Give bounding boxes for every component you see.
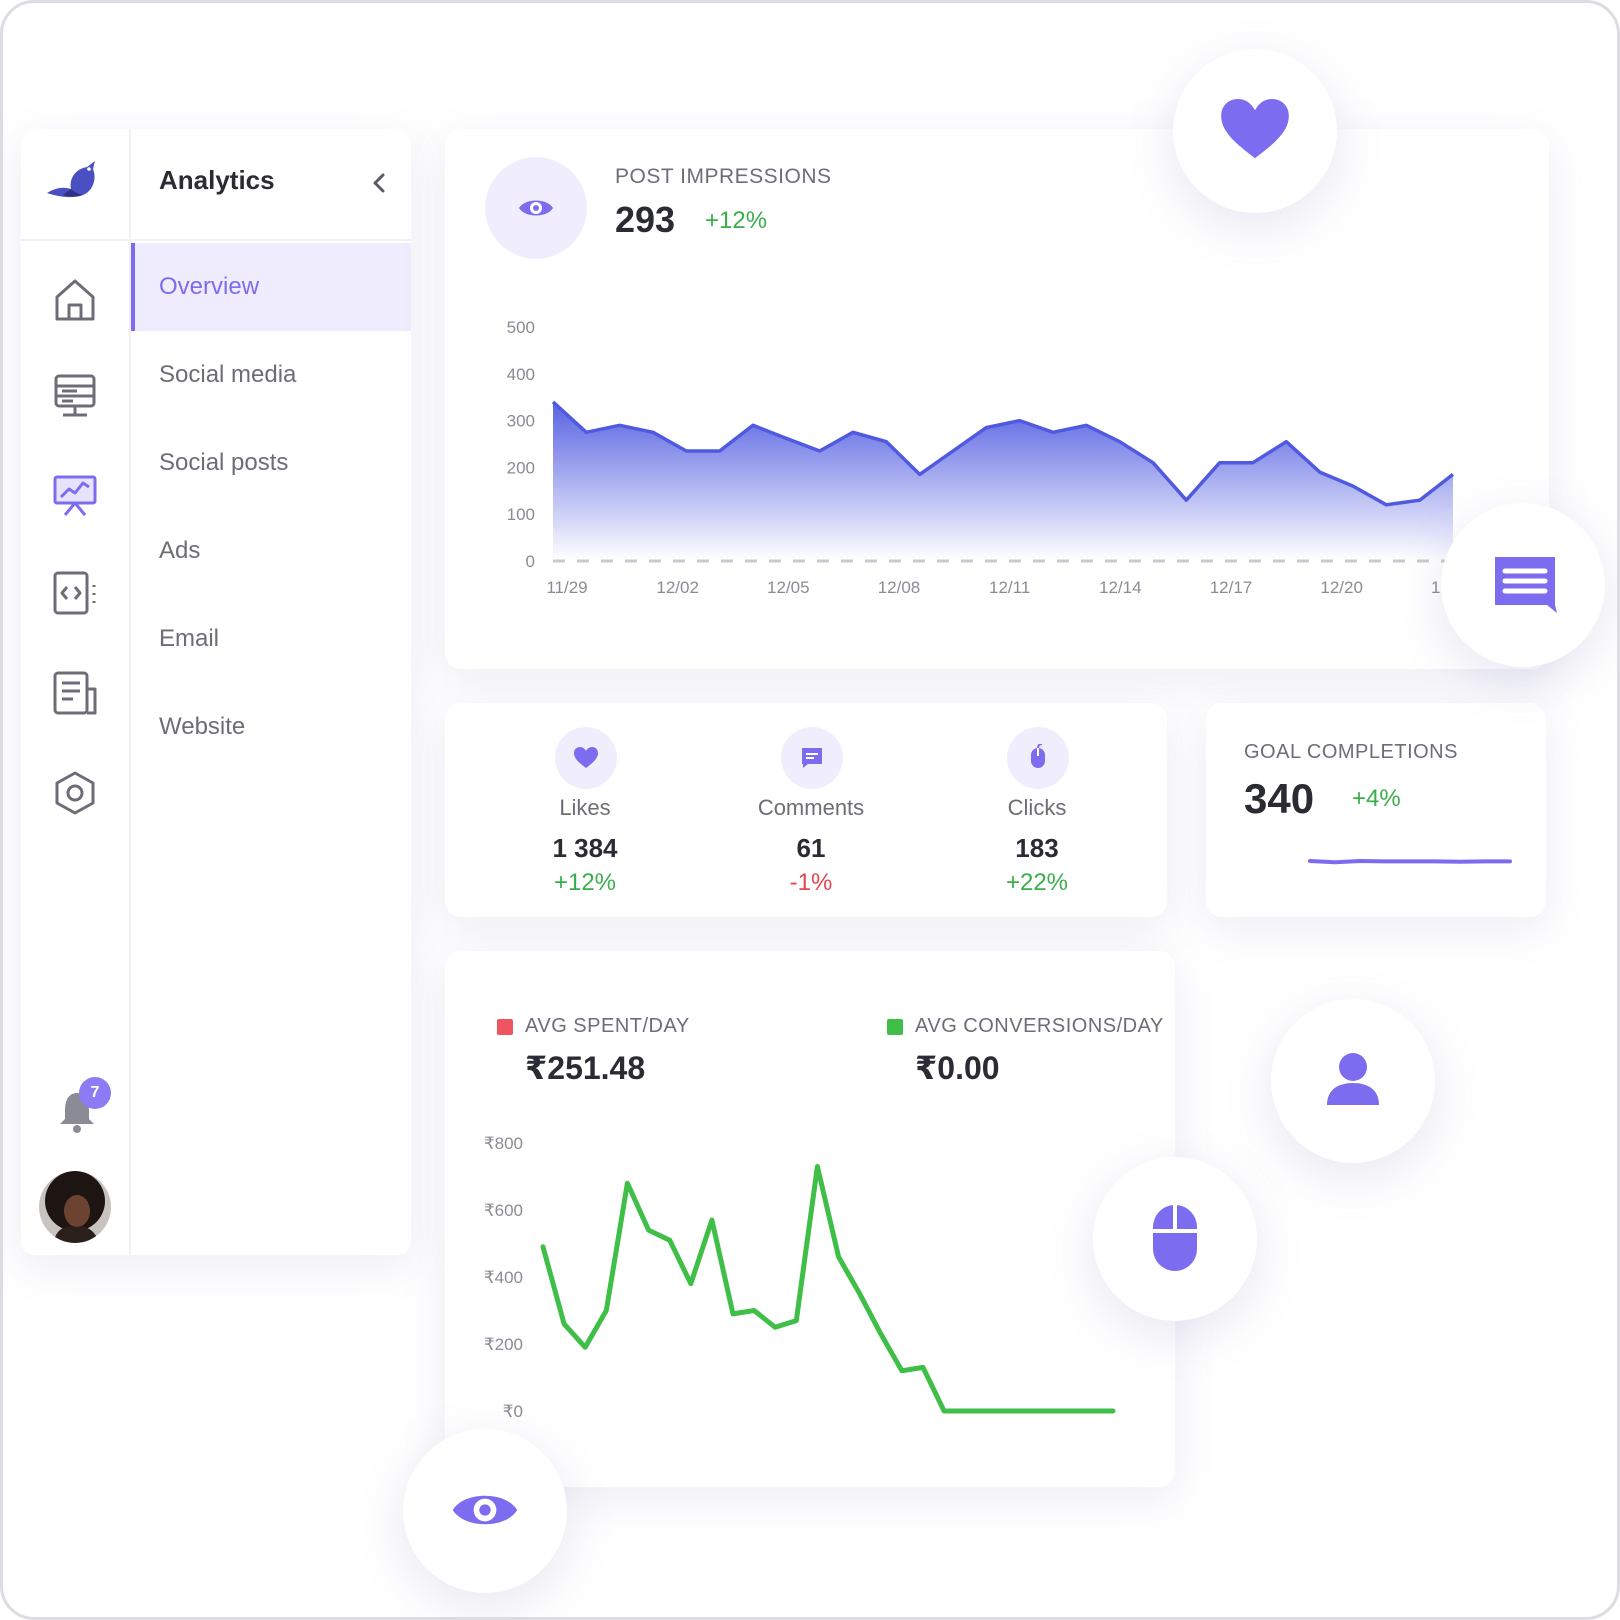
server-icon[interactable] — [51, 371, 99, 419]
spent-legend-swatch — [497, 1019, 513, 1035]
icon-rail: 7 — [21, 129, 131, 1255]
impressions-y-tick: 0 — [526, 552, 535, 571]
conversions-value: ₹0.00 — [915, 1050, 1000, 1086]
menu-item-email[interactable]: Email — [159, 625, 220, 652]
comments-label: Comments — [757, 795, 865, 820]
spend-line — [540, 1164, 1116, 1414]
impressions-x-tick: 12/02 — [656, 578, 699, 597]
goal-completions-card: GOAL COMPLETIONS 340 +4% — [1206, 703, 1546, 917]
menu-title: Analytics — [159, 165, 275, 195]
bird-logo-icon — [47, 161, 95, 198]
impressions-y-tick: 500 — [507, 318, 535, 337]
heart-icon — [574, 747, 598, 768]
heart-icon — [1221, 99, 1289, 159]
spend-x-tick: 12/11 — [773, 1428, 814, 1431]
goal-label: GOAL COMPLETIONS — [1244, 741, 1458, 763]
collapse-chevron-icon[interactable] — [367, 169, 391, 197]
comments-icon-circle — [781, 727, 843, 789]
sidebar: 7 Analytics Overview Social media Social… — [21, 129, 411, 1255]
post-impressions-card: POST IMPRESSIONS 293 +12% 0 100 200 300 400 5… — [445, 129, 1549, 669]
conversions-label: AVG CONVERSIONS/DAY — [915, 1015, 1164, 1037]
likes-value: 1 384 — [552, 833, 618, 863]
floating-comment-bubble — [1441, 503, 1605, 667]
home-icon[interactable] — [51, 275, 99, 323]
spent-label: AVG SPENT/DAY — [525, 1015, 690, 1037]
impressions-value: 293 — [615, 199, 676, 240]
spend-conversions-card: AVG SPENT/DAY ₹251.48 AVG CONVERSIONS/DA… — [445, 951, 1175, 1487]
comments-change: -1% — [789, 869, 833, 896]
impressions-x-tick: 12/05 — [767, 578, 810, 597]
code-file-icon[interactable] — [51, 569, 99, 617]
menu-item-ads[interactable]: Ads — [159, 537, 201, 564]
floating-eye-bubble — [403, 1429, 567, 1593]
spend-y-tick: ₹0 — [503, 1402, 523, 1421]
clicks-icon-circle — [1007, 727, 1069, 789]
menu-item-social-posts[interactable]: Social posts — [159, 449, 289, 476]
menu-divider — [131, 239, 411, 241]
comment-icon — [802, 748, 822, 768]
spend-y-tick: ₹600 — [484, 1201, 523, 1220]
spend-x-tick: 12/07 — [690, 1428, 733, 1431]
spend-x-tick: 12/03 — [608, 1428, 651, 1431]
floating-heart-bubble — [1173, 49, 1337, 213]
menu-item-website[interactable]: Website — [159, 713, 246, 740]
spend-y-tick: ₹800 — [484, 1134, 523, 1153]
likes-change: +12% — [553, 869, 617, 896]
comment-icon — [1495, 557, 1557, 613]
likes-icon-circle — [555, 727, 617, 789]
eye-icon — [519, 200, 553, 216]
eye-icon — [452, 1495, 518, 1525]
impressions-y-tick: 400 — [507, 365, 535, 384]
spend-x-tick: 12/19 — [937, 1428, 980, 1431]
impressions-line — [551, 400, 1455, 507]
spend-y-tick: ₹400 — [484, 1268, 523, 1287]
impressions-label: POST IMPRESSIONS — [615, 165, 832, 188]
conversions-legend-swatch — [887, 1019, 903, 1035]
clicks-value: 183 — [1015, 833, 1059, 863]
impressions-y-tick: 100 — [507, 505, 535, 524]
impressions-y-tick: 200 — [507, 458, 535, 477]
impressions-x-tick: 11/29 — [546, 578, 587, 597]
floating-user-bubble — [1271, 999, 1435, 1163]
floating-mouse-bubble — [1093, 1157, 1257, 1321]
spend-x-tick: 12/23 — [1020, 1428, 1063, 1431]
user-avatar[interactable] — [39, 1171, 111, 1243]
impressions-icon-circle — [485, 157, 587, 259]
goal-sparkline-line — [1308, 859, 1512, 865]
impressions-x-tick: 12/20 — [1320, 578, 1363, 597]
goal-change: +4% — [1352, 785, 1401, 812]
impressions-x-tick: 12/17 — [1210, 578, 1253, 597]
notification-badge: 7 — [79, 1077, 111, 1109]
clicks-change: +22% — [1005, 869, 1069, 896]
section-menu: Analytics Overview Social media Social p… — [131, 129, 411, 1255]
spent-value: ₹251.48 — [525, 1050, 646, 1086]
document-icon[interactable] — [51, 669, 99, 717]
impressions-y-tick: 300 — [507, 412, 535, 431]
clicks-label: Clicks — [1007, 795, 1067, 820]
impressions-change: +12% — [705, 207, 768, 234]
user-icon — [1327, 1053, 1379, 1105]
menu-item-overview[interactable]: Overview — [131, 243, 411, 331]
rail-divider — [21, 239, 131, 241]
spend-x-tick: 12/15 — [855, 1428, 898, 1431]
likes-label: Likes — [559, 795, 611, 820]
impressions-x-tick: 12/14 — [1099, 578, 1142, 597]
spend-chart: ₹0 ₹200 ₹400 ₹600 ₹800 11/29 12/03 12/07 12/11 12… — [484, 1134, 1116, 1431]
engagement-card: Likes 1 384 +12% Comments 61 -1% — [445, 703, 1167, 917]
goal-sparkline — [1308, 859, 1512, 865]
impressions-x-tick: 12/11 — [989, 578, 1030, 597]
comments-value: 61 — [796, 833, 826, 863]
mouse-icon — [1153, 1205, 1197, 1271]
spend-y-tick: ₹200 — [484, 1335, 523, 1354]
impressions-chart: 0 100 200 300 400 500 11/29 12/02 12/05 12/08 12/1… — [507, 318, 1474, 597]
goal-value: 340 — [1244, 775, 1315, 822]
settings-hexagon-icon[interactable] — [51, 769, 99, 817]
impressions-x-tick: 12/08 — [878, 578, 921, 597]
impressions-area — [553, 401, 1453, 561]
spend-x-tick: 11/29 — [526, 1428, 567, 1431]
presentation-chart-icon[interactable] — [51, 471, 99, 519]
menu-item-social-media[interactable]: Social media — [159, 361, 297, 388]
mouse-icon — [1031, 744, 1045, 768]
